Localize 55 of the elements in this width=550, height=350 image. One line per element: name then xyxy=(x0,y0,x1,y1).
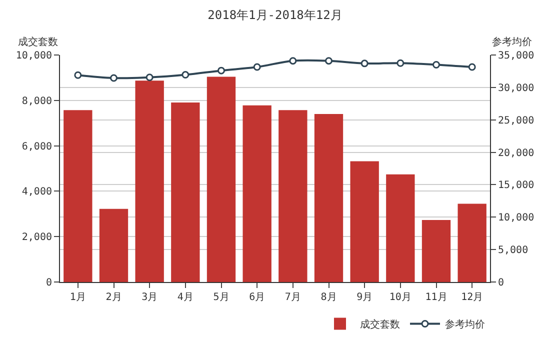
bar xyxy=(135,80,164,282)
point xyxy=(396,59,404,67)
x-tick-label: 7月 xyxy=(284,292,301,303)
y2-tick-label: 0 xyxy=(498,278,504,288)
x-tick-label: 11月 xyxy=(425,292,448,303)
bar xyxy=(422,220,451,282)
x-tick-label: 10月 xyxy=(389,292,412,303)
bar xyxy=(171,102,200,282)
x-tick-label: 1月 xyxy=(70,292,86,303)
bar xyxy=(278,110,308,282)
bar xyxy=(242,105,272,282)
bar xyxy=(314,114,344,282)
point xyxy=(74,71,82,79)
x-tick-label: 8月 xyxy=(320,292,337,303)
bar xyxy=(99,208,128,282)
point xyxy=(289,57,297,65)
y2-tick-label: 5,000 xyxy=(498,245,528,256)
y2-tick-label: 25,000 xyxy=(498,115,534,126)
y-tick-label: 4,000 xyxy=(22,186,52,198)
point xyxy=(360,60,368,68)
y-axis-title: 成交套数 xyxy=(18,36,58,48)
x-tick-label: 12月 xyxy=(461,292,484,303)
bar xyxy=(350,161,379,282)
y2-tick-label: 30,000 xyxy=(498,82,534,94)
point xyxy=(468,63,476,71)
x-tick-label: 6月 xyxy=(249,292,266,303)
bar xyxy=(386,174,415,282)
y2-tick-label: 35,000 xyxy=(498,50,534,62)
point xyxy=(182,71,190,79)
x-tick-label: 2月 xyxy=(106,292,122,303)
x-tick-label: 9月 xyxy=(356,292,373,303)
legend-label: 参考均价 xyxy=(445,318,485,331)
bar xyxy=(206,76,236,282)
y-tick-label: 10,000 xyxy=(16,50,52,62)
point xyxy=(110,74,118,82)
x-tick-label: 3月 xyxy=(142,292,158,303)
y2-tick-label: 15,000 xyxy=(498,180,534,192)
y-tick-label: 2,000 xyxy=(22,232,52,244)
x-tick-label: 4月 xyxy=(177,292,194,303)
point xyxy=(432,60,440,68)
bar xyxy=(64,110,92,282)
point xyxy=(218,66,225,74)
point xyxy=(253,63,261,71)
y-tick-label: 6,000 xyxy=(22,141,52,152)
y2-axis-title: 参考均价 xyxy=(492,36,532,48)
y-tick-label: 0 xyxy=(46,278,52,288)
chart-title: 2018年1月-2018年12月 xyxy=(208,8,342,22)
point xyxy=(146,74,154,82)
y2-tick-label: 20,000 xyxy=(498,148,534,159)
bar xyxy=(458,204,486,282)
point xyxy=(325,57,332,65)
y2-tick-label: 10,000 xyxy=(498,212,534,224)
legend-label: 成交套数 xyxy=(360,318,400,331)
x-tick-label: 5月 xyxy=(213,292,230,303)
y-tick-label: 8,000 xyxy=(22,96,52,107)
